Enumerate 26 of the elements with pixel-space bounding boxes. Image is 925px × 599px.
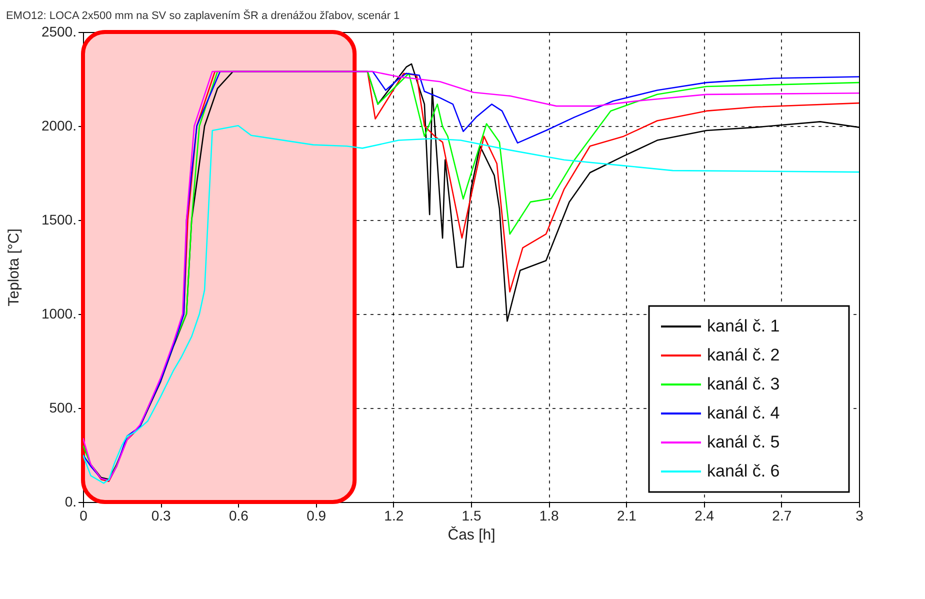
x-tick-label: 1.5 bbox=[462, 508, 482, 524]
x-tick-label: 0.9 bbox=[306, 508, 326, 524]
legend-label: kanál č. 1 bbox=[707, 316, 780, 336]
y-tick-label: 500. bbox=[49, 400, 76, 416]
y-axis-title: Teplota [°C] bbox=[5, 228, 22, 306]
x-tick-label: 0.3 bbox=[151, 508, 172, 524]
x-tick-label: 1.8 bbox=[539, 508, 560, 524]
legend-label: kanál č. 3 bbox=[707, 374, 780, 394]
x-tick-label: 0 bbox=[80, 508, 88, 524]
legend-label: kanál č. 5 bbox=[707, 432, 780, 452]
x-tick-label: 1.2 bbox=[384, 508, 404, 524]
y-tick-label: 2500. bbox=[41, 24, 76, 40]
x-tick-label: 2.7 bbox=[772, 508, 792, 524]
y-tick-label: 2000. bbox=[41, 118, 76, 134]
x-tick-label: 3 bbox=[856, 508, 864, 524]
legend-label: kanál č. 6 bbox=[707, 462, 780, 480]
x-tick-label: 2.1 bbox=[616, 508, 637, 524]
y-tick-label: 1000. bbox=[41, 306, 76, 322]
legend-label: kanál č. 4 bbox=[707, 404, 780, 422]
y-tick-label: 1500. bbox=[41, 212, 76, 228]
x-axis-title: Čas [h] bbox=[448, 526, 496, 544]
x-tick-label: 0.6 bbox=[228, 508, 249, 524]
y-tick-label: 0. bbox=[64, 494, 76, 510]
legend-label: kanál č. 2 bbox=[707, 346, 780, 364]
x-tick-label: 2.4 bbox=[694, 508, 714, 524]
chart-title: EMO12: LOCA 2x500 mm na SV so zaplavením ŠR a drenážou žľabov, scenár 1 bbox=[6, 9, 400, 22]
